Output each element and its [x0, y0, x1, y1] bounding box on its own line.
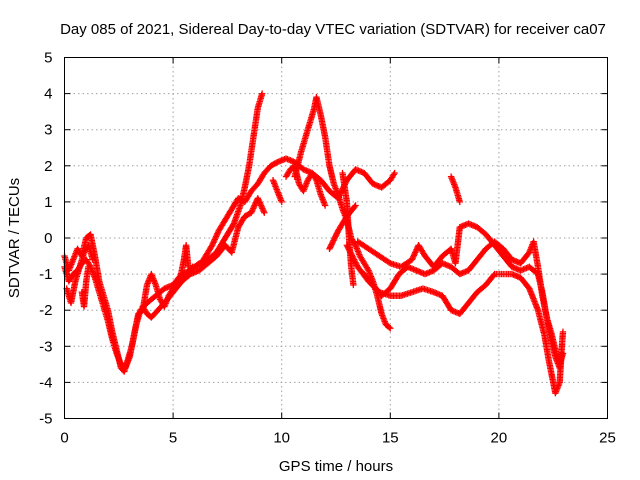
data-point [255, 197, 263, 205]
data-point [250, 205, 257, 212]
data-points [61, 90, 567, 397]
data-point [348, 252, 356, 259]
data-point [278, 198, 285, 206]
x-tick-label: 15 [382, 430, 399, 447]
data-point [410, 253, 417, 260]
data-point [250, 203, 258, 211]
y-tick-label: -2 [39, 302, 52, 319]
data-point [456, 198, 464, 206]
data-point [312, 175, 319, 182]
data-point [412, 249, 419, 256]
data-point [390, 171, 397, 178]
data-point [213, 231, 220, 239]
y-tick-label: -4 [39, 374, 52, 391]
data-point [261, 209, 268, 216]
axis-ticks: 0 5 10 15 20 25 -5 -4 -3 -2 -1 0 1 2 3 4 5 [39, 50, 616, 447]
data-point [351, 257, 359, 265]
data-point [251, 202, 258, 209]
data-point [559, 350, 567, 357]
data-point [209, 240, 217, 247]
x-axis-label: GPS time / hours [279, 458, 393, 475]
data-point [346, 247, 353, 255]
y-tick-label: 5 [44, 50, 52, 67]
data-point [249, 206, 256, 214]
data-point [212, 233, 220, 240]
y-tick-label: 0 [44, 230, 52, 247]
x-tick-label: 10 [273, 430, 290, 447]
data-point [214, 229, 222, 236]
data-point [208, 242, 216, 249]
data-point [89, 256, 96, 263]
data-point [409, 255, 416, 262]
data-point [410, 252, 418, 259]
data-point [348, 250, 355, 258]
data-point [210, 237, 218, 245]
data-point [345, 244, 352, 252]
y-tick-label: -3 [39, 338, 52, 355]
data-point [347, 249, 354, 256]
y-tick-label: 1 [44, 194, 52, 211]
x-tick-label: 5 [169, 430, 177, 447]
data-point [260, 208, 267, 215]
chart-title: Day 085 of 2021, Sidereal Day-to-day VTE… [60, 21, 606, 38]
data-point [255, 196, 262, 203]
data-point [257, 200, 264, 208]
data-point [214, 230, 221, 237]
y-tick-label: -1 [39, 266, 52, 283]
data-point [353, 260, 360, 268]
data-point [185, 263, 192, 271]
data-point [257, 202, 265, 209]
x-tick-label: 25 [599, 430, 616, 447]
data-point [350, 255, 357, 262]
data-point [387, 325, 394, 332]
y-axis-label: SDTVAR / TECUs [6, 178, 23, 298]
data-point [256, 199, 263, 206]
y-tick-label: 3 [44, 122, 52, 139]
data-point [351, 203, 358, 210]
data-point [352, 202, 359, 209]
data-point [258, 90, 266, 97]
data-point [85, 263, 92, 271]
data-point [259, 205, 266, 212]
x-tick-label: 0 [60, 430, 68, 447]
data-point [350, 281, 357, 289]
y-tick-label: -5 [39, 411, 52, 428]
data-point [229, 221, 237, 229]
data-point [259, 206, 267, 214]
data-point [386, 324, 393, 331]
data-point [412, 247, 420, 255]
data-point [350, 256, 358, 263]
data-point [345, 246, 353, 253]
data-point [208, 243, 215, 250]
data-point [321, 202, 329, 209]
data-point [212, 234, 219, 242]
data-point [344, 243, 351, 250]
data-point [556, 364, 563, 372]
data-point [408, 256, 416, 263]
data-point [391, 169, 398, 177]
data-point [411, 250, 418, 258]
data-point [352, 259, 359, 266]
data-point [385, 259, 393, 266]
data-point [254, 195, 262, 202]
data-point [248, 208, 256, 215]
data-point [343, 242, 351, 249]
x-tick-label: 20 [491, 430, 508, 447]
y-tick-label: 2 [44, 158, 52, 175]
data-point [559, 328, 567, 336]
data-point [248, 209, 255, 216]
data-point [349, 253, 356, 260]
data-point [258, 203, 265, 211]
y-tick-label: 4 [44, 86, 52, 103]
data-point [211, 236, 219, 243]
data-point [210, 239, 217, 246]
plot-frame [64, 57, 608, 419]
